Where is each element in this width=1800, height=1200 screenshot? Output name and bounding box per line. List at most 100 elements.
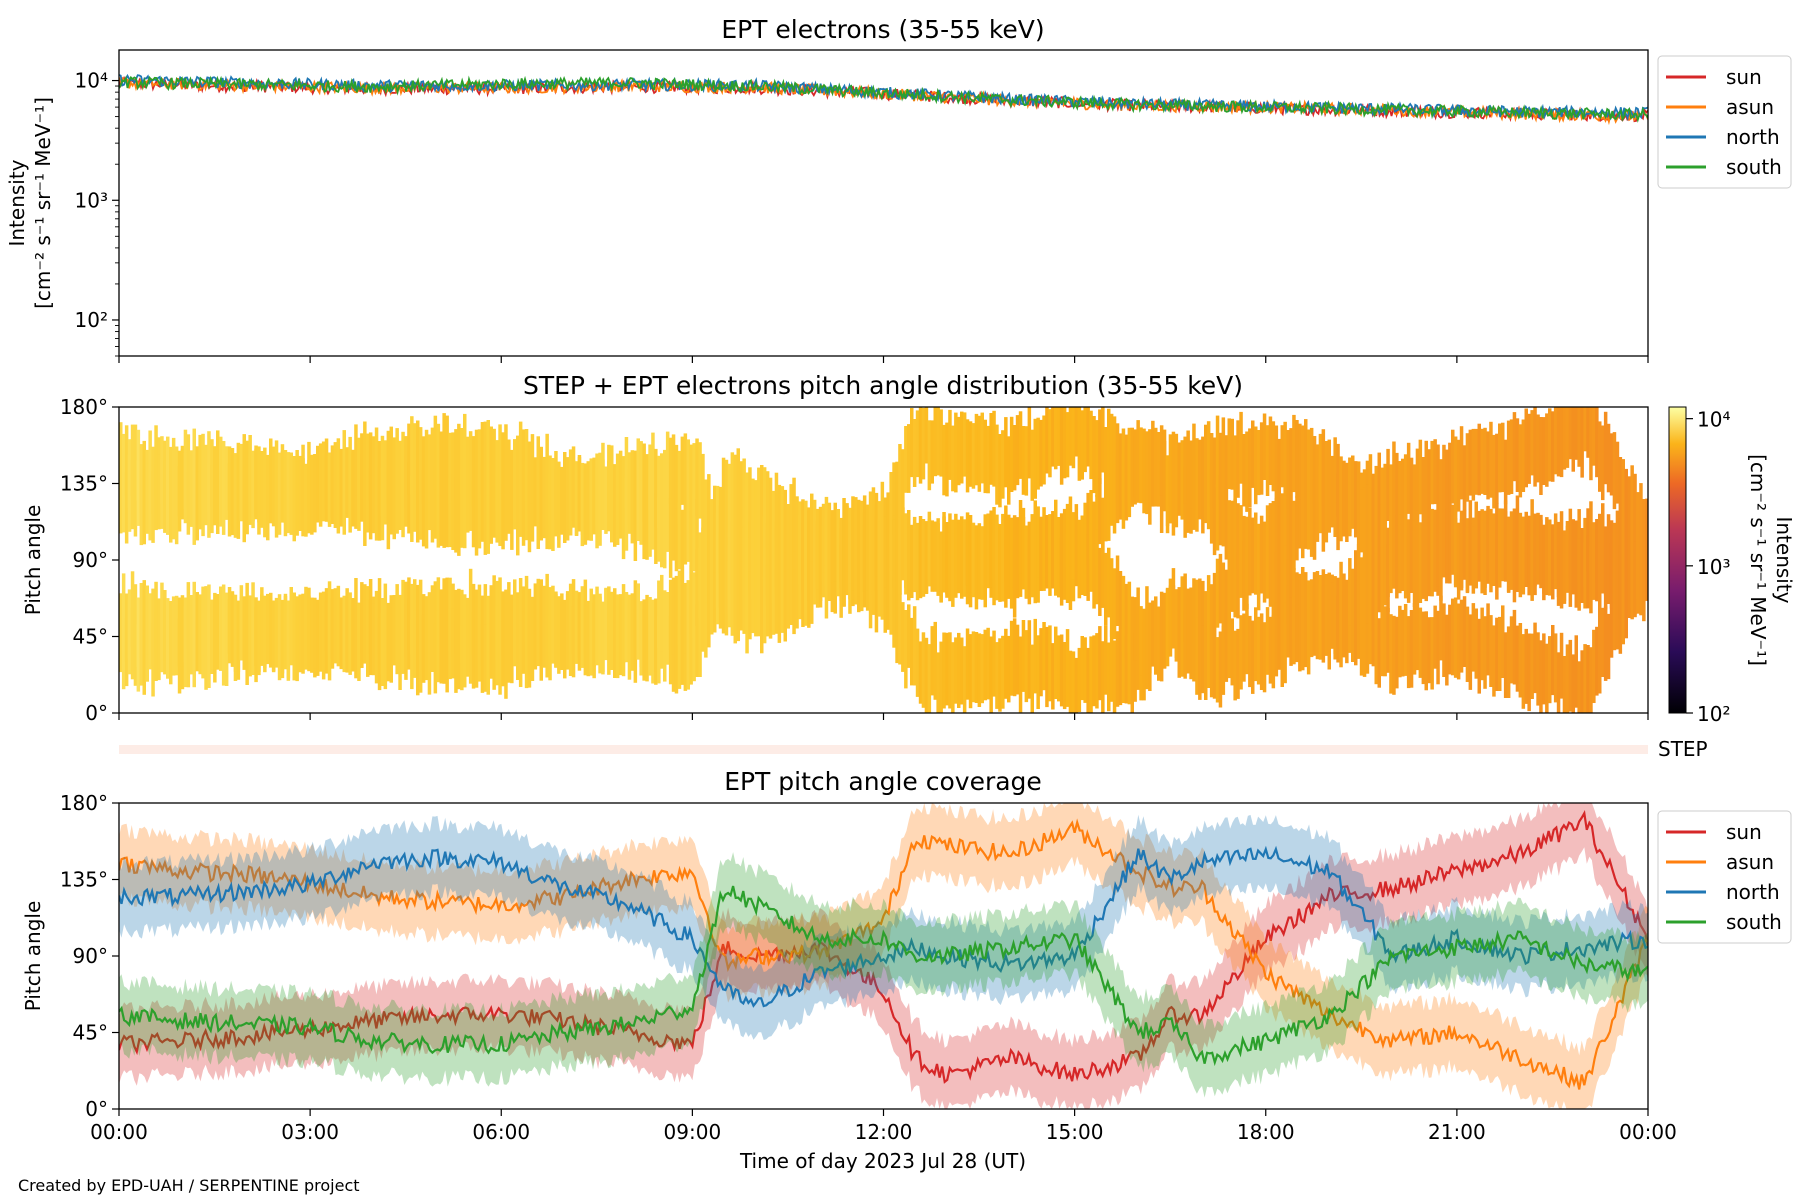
heatmap-cell <box>1315 588 1320 660</box>
heatmap-cell <box>474 485 479 556</box>
heatmap-cell <box>316 451 320 523</box>
heatmap-cell <box>721 457 726 524</box>
x-tick-label: 06:00 <box>472 1120 530 1144</box>
heatmap-cell <box>1180 452 1184 520</box>
heatmap-cell <box>1401 514 1405 591</box>
heatmap-cell <box>854 497 858 564</box>
heatmap-cell <box>1139 427 1143 504</box>
heatmap-cell <box>1630 533 1634 608</box>
heatmap-cell <box>436 478 441 548</box>
heatmap-cell <box>554 591 558 668</box>
heatmap-cell <box>574 595 579 664</box>
heatmap-cell <box>689 605 693 685</box>
heatmap-cell <box>119 593 123 671</box>
heatmap-cell <box>724 459 729 531</box>
heatmap-cell <box>345 448 349 514</box>
heatmap-cell <box>1045 407 1049 474</box>
heatmap-cell <box>615 467 620 545</box>
heatmap-cell <box>1430 508 1434 586</box>
heatmap-cell <box>1427 449 1431 524</box>
heatmap-cell <box>377 441 382 513</box>
heatmap-cell <box>504 475 508 541</box>
heatmap-cell <box>633 580 638 649</box>
heatmap-cell <box>501 483 505 550</box>
heatmap-cell <box>418 617 423 693</box>
heatmap-cell <box>363 474 367 546</box>
heatmap-cell <box>1503 500 1508 579</box>
heatmap-cell <box>216 594 220 666</box>
heatmap-cell <box>971 522 976 595</box>
heatmap-cell <box>954 412 958 493</box>
heatmap-cell <box>1274 602 1279 677</box>
heatmap-cell <box>1212 437 1217 509</box>
heatmap-cell <box>1433 439 1437 505</box>
heatmap-cell <box>1315 444 1320 518</box>
heatmap-cell <box>654 493 658 564</box>
heatmap-cell <box>386 430 391 504</box>
heatmap-cell <box>1162 429 1167 504</box>
heatmap-cell <box>1245 603 1249 675</box>
heatmap-cell <box>657 497 661 562</box>
heatmap-cell <box>768 518 773 594</box>
heatmap-cell <box>1451 598 1455 676</box>
heatmap-cell <box>618 461 623 539</box>
heatmap-cell <box>1515 418 1520 492</box>
heatmap-cell <box>1259 422 1264 495</box>
heatmap-cell <box>1389 614 1393 694</box>
heatmap-cell <box>401 431 405 504</box>
heatmap-cell <box>1239 505 1243 577</box>
heatmap-cell <box>1448 604 1452 675</box>
heatmap-cell <box>307 460 311 534</box>
heatmap-cell <box>157 598 161 669</box>
heatmap-cell <box>374 612 379 684</box>
y-tick-label: 0° <box>85 1097 108 1121</box>
heatmap-cell <box>586 606 590 677</box>
heatmap-cell <box>474 618 479 688</box>
heatmap-cell <box>1121 454 1126 529</box>
heatmap-cell <box>524 615 529 689</box>
heatmap-cell <box>1459 519 1464 591</box>
heatmap-cell <box>1171 585 1176 649</box>
heatmap-cell <box>1007 635 1011 703</box>
heatmap-cell <box>960 411 964 484</box>
heatmap-cell <box>448 608 452 680</box>
heatmap-cell <box>1024 525 1029 599</box>
x-tick-label: 18:00 <box>1237 1120 1295 1144</box>
heatmap-cell <box>980 412 984 484</box>
panel2-ylabel: Pitch angle <box>21 505 45 616</box>
heatmap-cell <box>480 462 485 542</box>
heatmap-cell <box>530 606 535 681</box>
heatmap-cell <box>1445 508 1449 575</box>
heatmap-cell <box>1318 433 1323 503</box>
heatmap-cell <box>1418 528 1423 603</box>
heatmap-cell <box>145 585 149 655</box>
heatmap-cell <box>407 598 411 670</box>
heatmap-cell <box>1306 476 1311 550</box>
heatmap-cell <box>342 595 346 667</box>
heatmap-cell <box>1483 616 1487 689</box>
heatmap-cell <box>801 555 805 627</box>
heatmap-cell <box>774 521 779 587</box>
heatmap-cell <box>251 456 255 529</box>
heatmap-cell <box>648 480 652 557</box>
heatmap-cell <box>1048 625 1052 702</box>
heatmap-cell <box>657 455 661 529</box>
heatmap-cell <box>818 515 823 594</box>
heatmap-cell <box>1415 594 1420 671</box>
heatmap-cell <box>1471 526 1476 594</box>
heatmap-cell <box>912 419 917 487</box>
heatmap-cell <box>492 428 496 498</box>
heatmap-cell <box>1468 523 1473 586</box>
heatmap-cell <box>760 465 764 538</box>
heatmap-cell <box>1430 617 1434 690</box>
heatmap-cell <box>513 439 517 516</box>
panel1-xticks <box>118 356 1649 363</box>
heatmap-cell <box>1509 511 1514 580</box>
heatmap-cell <box>1101 641 1105 713</box>
heatmap-cell <box>680 615 685 685</box>
heatmap-cell <box>1189 440 1193 509</box>
heatmap-cell <box>718 558 723 629</box>
heatmap-cell <box>663 449 667 523</box>
heatmap-cell <box>1042 415 1046 485</box>
heatmap-cell <box>807 507 811 576</box>
